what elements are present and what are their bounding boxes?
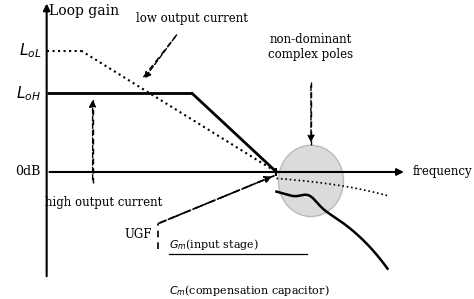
Text: low output current: low output current (136, 12, 248, 25)
Text: 0dB: 0dB (16, 165, 41, 179)
Text: $C_m$(compensation capacitor): $C_m$(compensation capacitor) (169, 283, 330, 298)
Text: high output current: high output current (46, 196, 163, 209)
Text: Loop gain: Loop gain (48, 4, 119, 18)
Text: $L_{oH}$: $L_{oH}$ (16, 84, 41, 103)
Text: frequency: frequency (412, 165, 472, 179)
Text: $L_{oL}$: $L_{oL}$ (18, 41, 41, 60)
Text: non-dominant
complex poles: non-dominant complex poles (268, 33, 354, 61)
Text: UGF: UGF (125, 228, 152, 241)
Text: $G_m$(input stage): $G_m$(input stage) (169, 237, 259, 252)
Ellipse shape (278, 145, 344, 216)
